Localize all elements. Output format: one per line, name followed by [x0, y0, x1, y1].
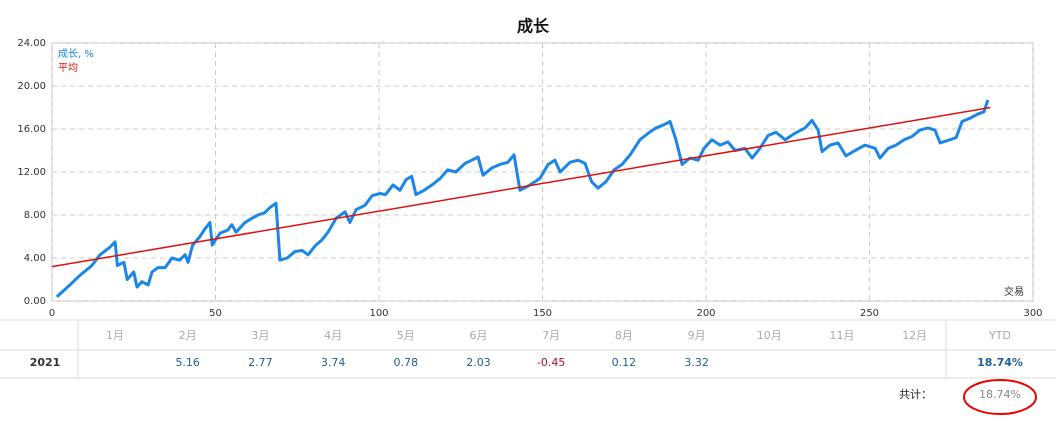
legend-label: 平均: [58, 62, 78, 74]
y-tick-label: 24.00: [17, 38, 46, 49]
table-header: 1月: [106, 329, 124, 342]
table-header: 11月: [830, 329, 855, 342]
table-cell: 0.12: [612, 356, 637, 369]
series-line: [51, 106, 991, 268]
legend-label: 成长, %: [58, 48, 94, 60]
total-label: 共计：: [899, 388, 932, 401]
table-header: 4月: [324, 329, 342, 342]
table-cell: 0.78: [394, 356, 419, 369]
x-tick-label: 250: [860, 308, 879, 319]
table-cell: 2.03: [466, 356, 491, 369]
table-header: 7月: [542, 329, 560, 342]
table-header: 5月: [397, 329, 415, 342]
y-tick-label: 0.00: [24, 296, 46, 307]
x-tick-label: 100: [369, 308, 388, 319]
table-header: 10月: [757, 329, 782, 342]
table-header: YTD: [988, 329, 1011, 342]
table-header: 6月: [470, 329, 488, 342]
y-tick-label: 8.00: [24, 210, 46, 221]
y-tick-label: 4.00: [24, 253, 46, 264]
x-tick-label: 200: [696, 308, 715, 319]
table-cell: 3.74: [321, 356, 346, 369]
y-tick-label: 20.00: [17, 81, 46, 92]
table-header: 8月: [615, 329, 633, 342]
row-label: 2021: [30, 356, 61, 369]
table-cell: 3.32: [684, 356, 709, 369]
x-tick-label: 50: [209, 308, 222, 319]
total-value: 18.74%: [979, 388, 1021, 401]
table-header: 9月: [688, 329, 706, 342]
series-line: [55, 99, 990, 298]
table-cell: 2.77: [248, 356, 273, 369]
table-header: 3月: [251, 329, 269, 342]
chart-title: 成长: [517, 17, 550, 36]
x-tick-label: 150: [533, 308, 552, 319]
y-tick-label: 12.00: [17, 167, 46, 178]
table-cell: -0.45: [537, 356, 565, 369]
table-cell: 18.74%: [977, 356, 1023, 369]
x-tick-label: 300: [1023, 308, 1042, 319]
y-tick-label: 16.00: [17, 124, 46, 135]
table-header: 2月: [179, 329, 197, 342]
x-tick-label: 0: [49, 308, 55, 319]
x-axis-label: 交易: [1004, 285, 1024, 298]
highlight-circle: [963, 379, 1037, 415]
table-cell: 5.16: [175, 356, 200, 369]
table-header: 12月: [902, 329, 927, 342]
